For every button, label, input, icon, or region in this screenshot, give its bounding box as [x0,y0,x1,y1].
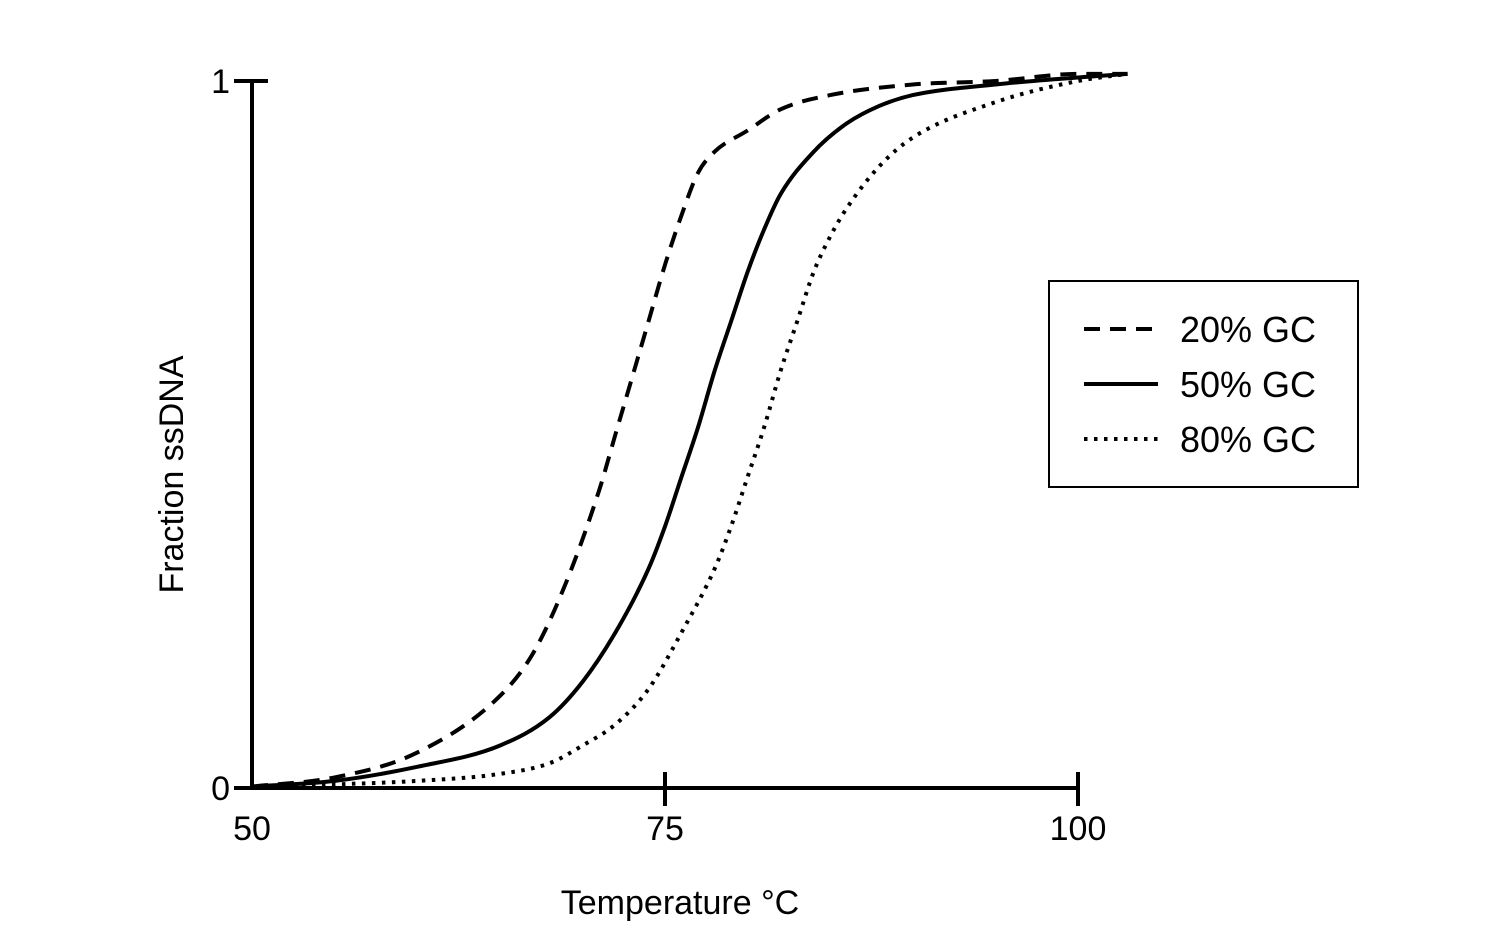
y-axis-title: Fraction ssDNA [153,355,191,593]
series-line-80-gc [251,71,1128,790]
axes [234,81,1078,790]
x-tick-label-50: 50 [233,810,271,848]
y-tick-label-0: 0 [211,770,230,808]
ticks: 0 1 50 75 100 [211,63,1106,848]
series-layer [251,71,1128,790]
legend-items: 20% GC 50% GC 80% GC [1084,309,1316,460]
series-line-20-gc [251,71,1128,789]
legend-label-80-gc: 80% GC [1180,419,1316,460]
y-tick-label-1: 1 [211,63,230,101]
series-line-50-gc [251,71,1128,789]
x-tick-label-75: 75 [646,810,684,848]
legend-label-50-gc: 50% GC [1180,364,1316,405]
legend: 20% GC 50% GC 80% GC [1048,280,1359,488]
x-tick-label-100: 100 [1050,810,1107,848]
legend-label-20-gc: 20% GC [1180,309,1316,350]
x-axis-title: Temperature °C [561,884,799,922]
